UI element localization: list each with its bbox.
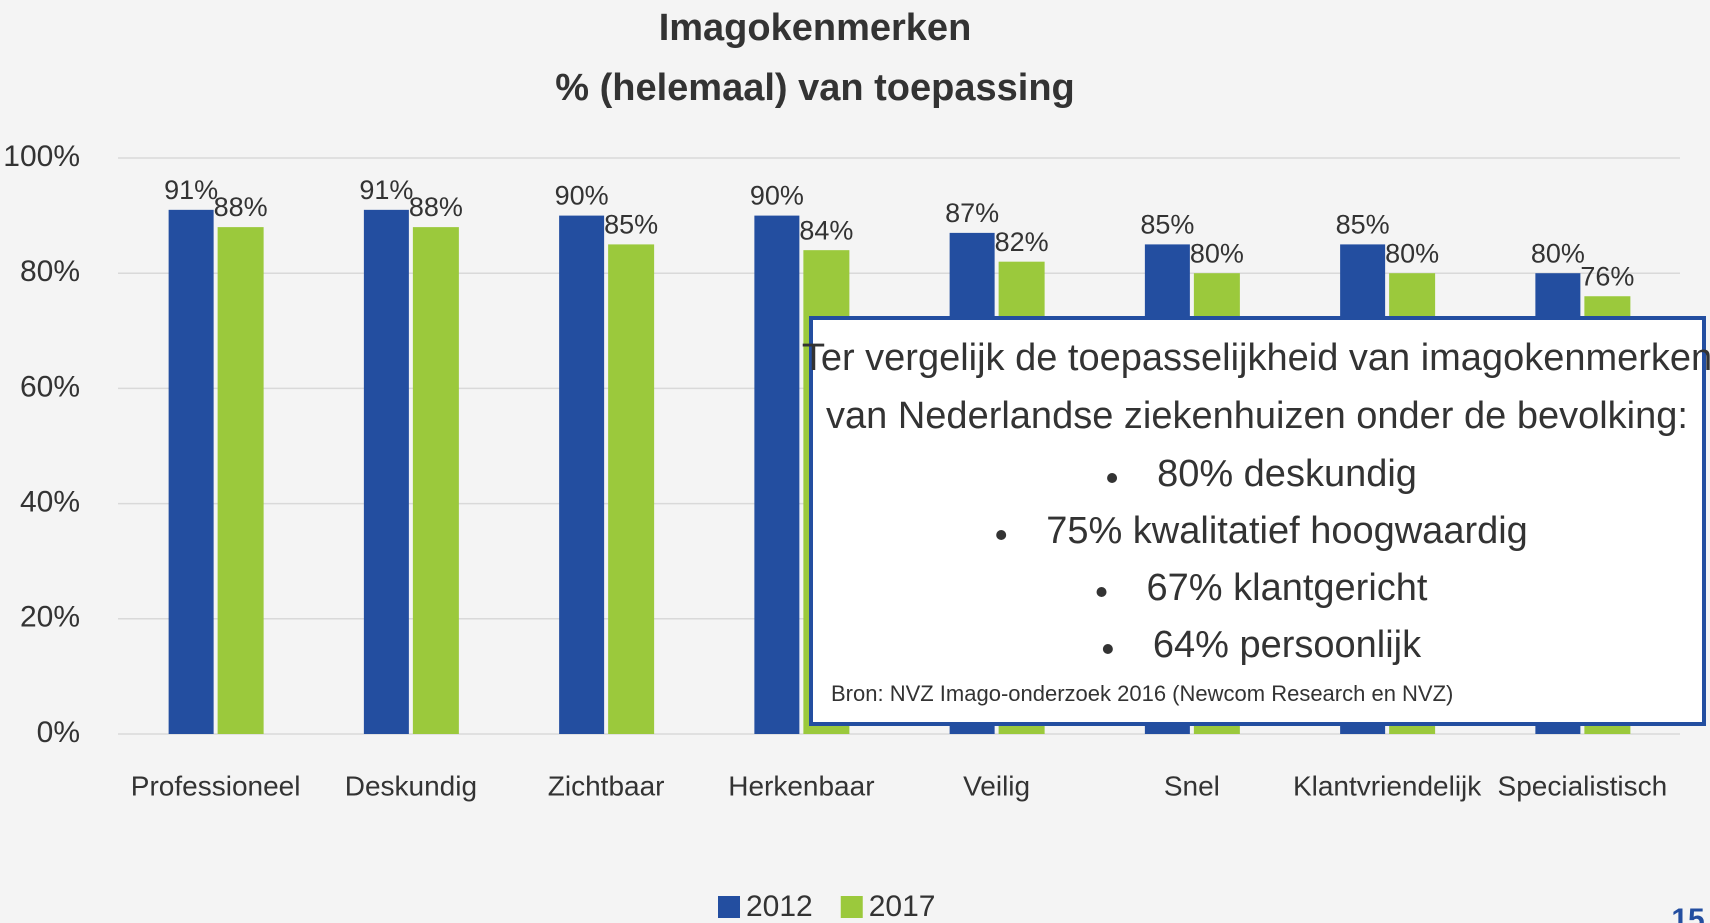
data-label: 88%: [409, 192, 463, 222]
chart-subtitle: % (helemaal) van toepassing: [555, 67, 1075, 109]
bar: [363, 209, 409, 735]
bullet: [1107, 473, 1118, 483]
y-tick-label: 40%: [20, 486, 80, 519]
data-label: 76%: [1580, 261, 1634, 291]
data-label: 91%: [359, 175, 413, 205]
bullet: [1102, 644, 1113, 654]
x-tick-label: Snel: [1164, 770, 1220, 801]
page-number: 15: [1671, 903, 1704, 923]
bar: [754, 215, 800, 735]
legend-swatch: [718, 896, 740, 918]
bar: [168, 209, 214, 735]
legend-label: 2017: [869, 890, 936, 923]
annotation-source: Bron: NVZ Imago-onderzoek 2016 (Newcom R…: [831, 681, 1453, 706]
data-label: 91%: [164, 175, 218, 205]
bar: [559, 215, 605, 735]
annotation-bullet-text: 80% deskundig: [1157, 453, 1417, 495]
annotation-text: van Nederlandse ziekenhuizen onder de be…: [826, 395, 1688, 437]
data-label: 90%: [750, 181, 804, 211]
y-tick-label: 80%: [20, 255, 80, 288]
annotation-text: Ter vergelijk de toepasselijkheid van im…: [802, 337, 1710, 379]
x-tick-label: Herkenbaar: [728, 770, 874, 801]
bar: [608, 244, 655, 734]
data-label: 82%: [995, 227, 1049, 257]
data-label: 84%: [799, 215, 853, 245]
annotation-bullet-text: 67% klantgericht: [1147, 567, 1428, 609]
x-tick-label: Professioneel: [131, 770, 301, 801]
legend-swatch: [840, 896, 863, 918]
bar: [412, 227, 459, 734]
x-tick-label: Klantvriendelijk: [1293, 770, 1482, 801]
data-label: 85%: [1336, 210, 1390, 240]
y-tick-label: 0%: [37, 716, 80, 749]
data-label: 80%: [1385, 238, 1439, 268]
chart-title: Imagokenmerken: [659, 7, 972, 49]
data-label: 88%: [214, 192, 268, 222]
x-tick-label: Specialistisch: [1498, 770, 1668, 801]
bullet: [996, 530, 1007, 540]
data-label: 87%: [945, 198, 999, 228]
y-tick-label: 20%: [20, 601, 80, 634]
data-label: 80%: [1531, 238, 1585, 268]
legend-label: 2012: [746, 890, 813, 923]
annotation-bullet-text: 75% kwalitatief hoogwaardig: [1046, 510, 1528, 552]
data-label: 85%: [604, 210, 658, 240]
data-label: 85%: [1140, 210, 1194, 240]
annotation-bullet-text: 64% persoonlijk: [1153, 624, 1422, 666]
data-label: 80%: [1190, 238, 1244, 268]
annotation-box: [809, 316, 1706, 726]
bullet: [1096, 587, 1107, 597]
x-tick-label: Zichtbaar: [548, 770, 665, 801]
bar: [217, 227, 264, 734]
x-tick-label: Deskundig: [345, 770, 477, 801]
x-tick-label: Veilig: [963, 770, 1030, 801]
data-label: 90%: [555, 181, 609, 211]
y-tick-label: 60%: [20, 370, 80, 403]
y-tick-label: 100%: [3, 140, 80, 173]
